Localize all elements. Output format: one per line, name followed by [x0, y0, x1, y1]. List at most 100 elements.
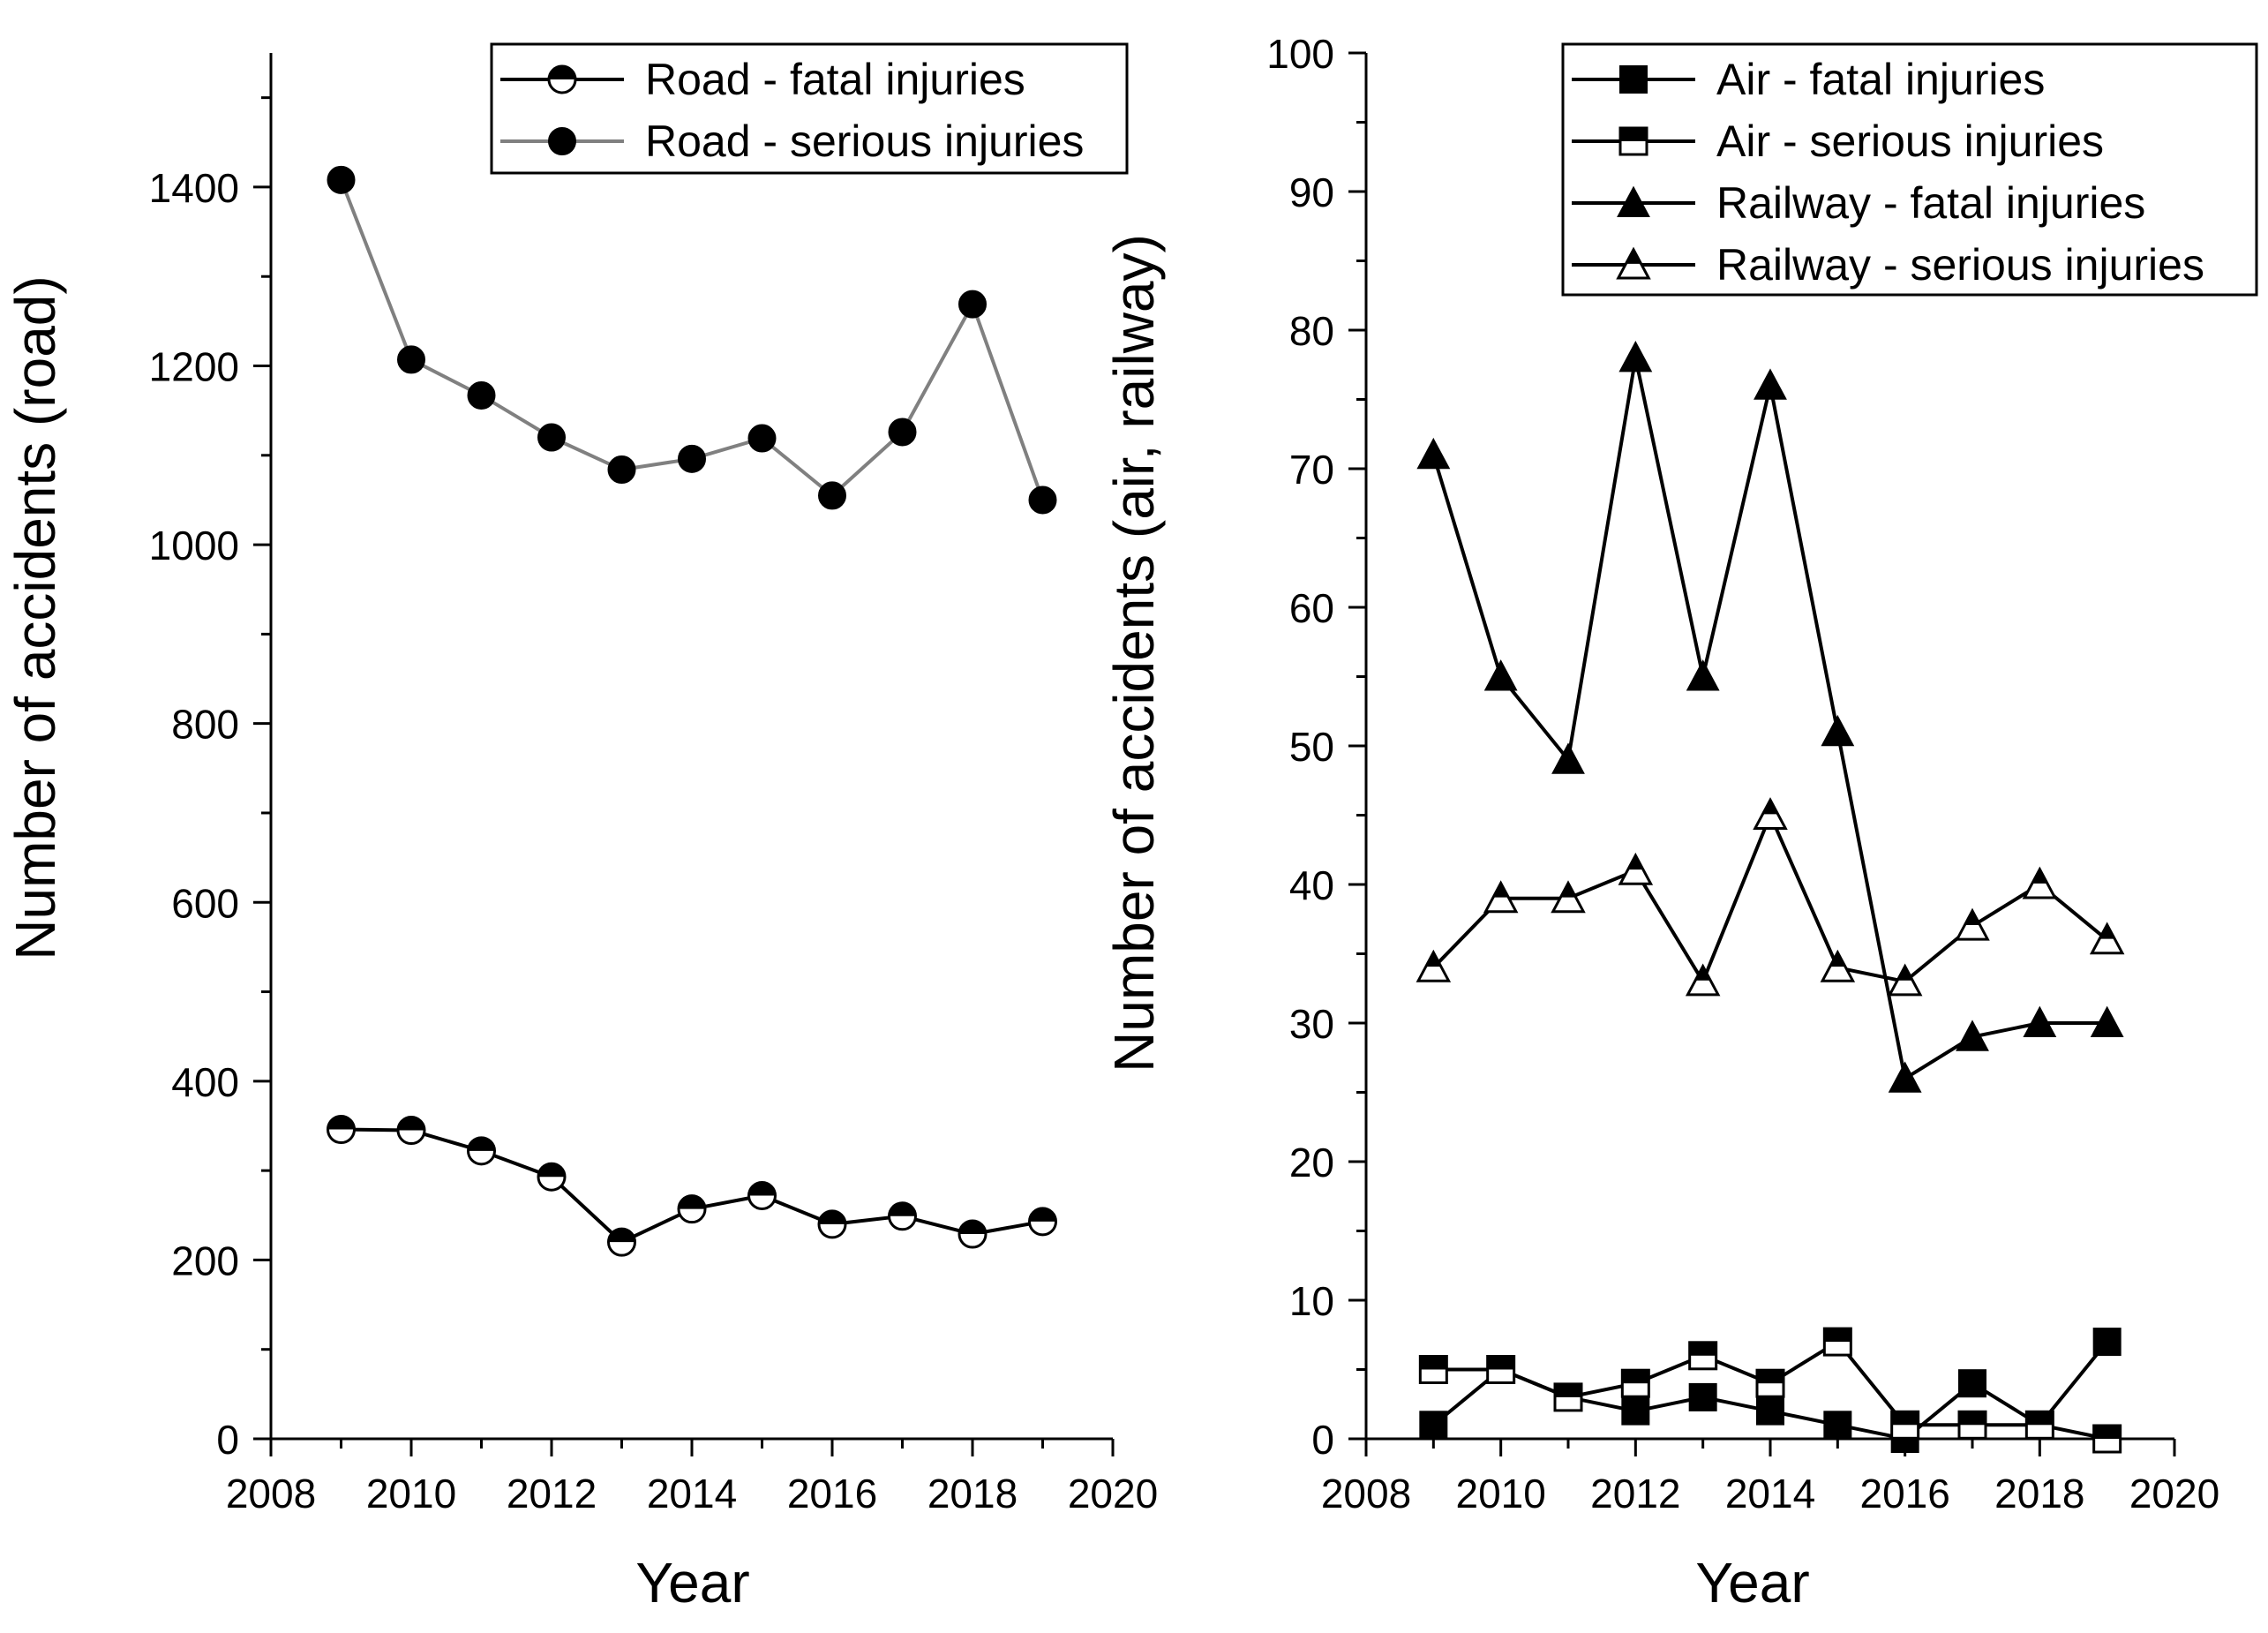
data-point	[467, 1136, 496, 1166]
road-accidents-chart: 2008 2010 2012 2014 2016 2018 2020 0 200 400 600 80…	[4, 42, 1158, 1614]
data-point	[1418, 1355, 1448, 1384]
series-road-fatal-injuries	[327, 1115, 1057, 1257]
y-axis-title: Number of accidents (road)	[4, 275, 67, 959]
x-tick-label: 2010	[366, 1471, 456, 1516]
x-tick-label: 2008	[226, 1471, 316, 1516]
y-tick-label: 0	[216, 1417, 239, 1463]
data-point	[1621, 1396, 1650, 1426]
series-air-serious-injuries	[1418, 1327, 2122, 1454]
data-point	[1419, 1411, 1448, 1440]
series-road-serious-injuries	[327, 165, 1057, 515]
legend-box	[490, 42, 1129, 175]
x-tick-label: 2016	[1859, 1471, 1949, 1516]
data-point	[1618, 341, 1653, 373]
legend-label: Railway - fatal injuries	[1716, 178, 2145, 228]
data-point	[2022, 866, 2058, 899]
data-point	[1028, 1207, 1057, 1237]
x-tick-label: 2016	[787, 1471, 877, 1516]
data-point	[2023, 1005, 2057, 1037]
legend-entry: Road - serious injuries	[500, 117, 1084, 166]
data-point	[1483, 880, 1519, 914]
y-tick-label: 100	[1266, 31, 1334, 77]
data-point	[888, 1201, 917, 1231]
data-point	[1416, 437, 1451, 470]
y-axis-title: Number of accidents (air, railway)	[1102, 234, 1166, 1072]
y-tick-label: 1400	[149, 165, 239, 211]
data-point	[1753, 797, 1788, 830]
legend-marker	[1619, 65, 1648, 94]
series-railway-fatal-injuries	[1416, 341, 2124, 1093]
data-point	[396, 1116, 426, 1146]
data-point	[327, 165, 356, 194]
legend-entry: Railway - fatal injuries	[1572, 178, 2145, 228]
series-line	[1431, 357, 2107, 1082]
data-point	[1688, 1382, 1717, 1411]
data-point	[1483, 659, 1518, 691]
legend-label: Road - fatal injuries	[645, 55, 1025, 104]
data-point	[818, 481, 846, 510]
air-railway-accidents-chart: 2008 2010 2012 2014 2016 2018 2020 0 10 20 30 40 50 6…	[1102, 31, 2258, 1614]
y-tick-label: 50	[1289, 724, 1334, 770]
data-point	[958, 1219, 988, 1249]
data-point	[1685, 963, 1721, 997]
data-point	[607, 455, 636, 485]
data-point	[747, 424, 777, 453]
legend-label: Railway - serious injuries	[1716, 240, 2204, 290]
y-tick-label: 40	[1289, 862, 1334, 908]
data-point	[1888, 1061, 1922, 1093]
data-point	[1551, 880, 1586, 914]
y-tick-label: 800	[171, 702, 239, 748]
data-point	[1028, 485, 1057, 515]
series-line	[1431, 810, 2108, 986]
y-tick-label: 80	[1289, 308, 1334, 354]
x-tick-label: 2014	[647, 1471, 737, 1516]
data-point	[888, 418, 917, 447]
y-tick-label: 10	[1289, 1278, 1334, 1324]
data-point	[607, 1227, 636, 1257]
data-point	[1823, 1411, 1852, 1440]
data-point	[1956, 1020, 1989, 1051]
y-tick-label: 600	[171, 880, 239, 926]
legend: Air - fatal injuries Air - serious injuri…	[1561, 42, 2258, 297]
x-tick-label: 2018	[1994, 1471, 2084, 1516]
data-point	[2089, 922, 2125, 955]
axes: 2008 2010 2012 2014 2016 2018 2020 0 200 400 600 80…	[149, 53, 1158, 1516]
legend: Road - fatal injuries Road - serious inju…	[490, 42, 1129, 175]
y-tick-label: 30	[1289, 1001, 1334, 1047]
data-point	[1620, 1368, 1650, 1398]
data-point	[537, 1162, 567, 1192]
data-point	[467, 380, 496, 410]
data-point	[958, 290, 987, 319]
y-tick-label: 1000	[149, 523, 239, 568]
legend-entry: Air - fatal injuries	[1572, 55, 2045, 104]
legend-marker	[1616, 246, 1651, 280]
x-tick-label: 2008	[1321, 1471, 1411, 1516]
y-tick-label: 0	[1311, 1417, 1334, 1463]
data-point	[1486, 1355, 1516, 1384]
data-point	[1686, 659, 1720, 691]
data-point	[678, 444, 706, 473]
data-point	[1957, 1410, 1987, 1440]
series-line	[341, 1127, 1043, 1245]
data-point	[1822, 1327, 1852, 1357]
x-axis-title: Year	[635, 1551, 749, 1614]
axes: 2008 2010 2012 2014 2016 2018 2020 0 10 20 30 40 50 6…	[1266, 31, 2219, 1516]
series-railway-serious-injuries	[1416, 797, 2125, 997]
data-point	[1755, 1368, 1785, 1398]
data-point	[1890, 1410, 1920, 1440]
data-point	[1958, 1369, 1986, 1398]
data-point	[2024, 1410, 2054, 1440]
legend-marker	[1617, 185, 1650, 217]
y-tick-label: 200	[171, 1238, 239, 1283]
data-point	[1887, 963, 1923, 997]
legend-label: Air - serious injuries	[1716, 117, 2104, 166]
data-point	[2092, 1424, 2122, 1454]
x-tick-label: 2010	[1455, 1471, 1545, 1516]
legend-entry: Air - serious injuries	[1572, 117, 2104, 166]
legend-entry: Road - fatal injuries	[500, 55, 1025, 104]
y-tick-label: 1200	[149, 344, 239, 390]
legend-label: Air - fatal injuries	[1716, 55, 2045, 104]
x-axis-title: Year	[1695, 1551, 1809, 1614]
data-point	[327, 1115, 356, 1145]
